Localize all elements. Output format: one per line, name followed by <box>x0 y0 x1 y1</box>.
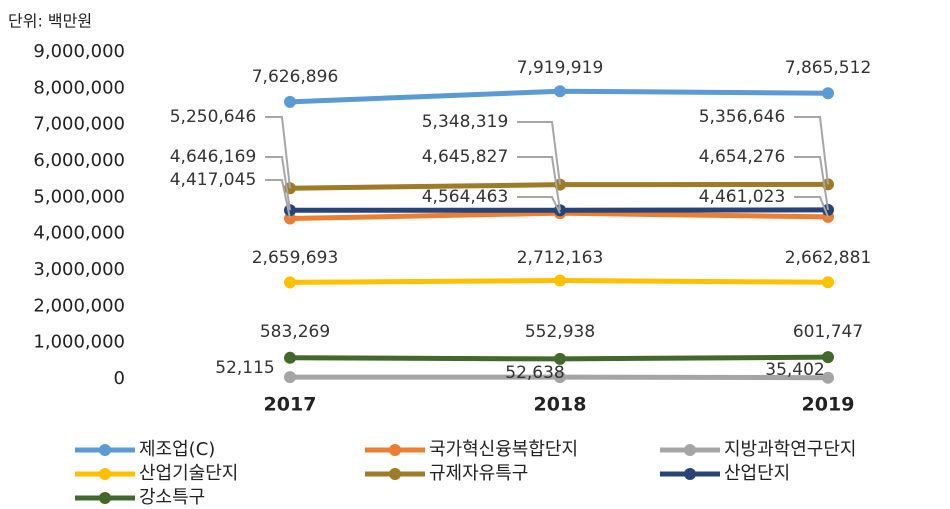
x-tick-label: 2019 <box>802 394 855 416</box>
data-label: 7,626,896 <box>252 67 339 87</box>
y-tick-label: 7,000,000 <box>33 114 125 135</box>
leader-line <box>794 196 829 218</box>
leader-line <box>265 116 291 189</box>
data-label: 5,348,319 <box>422 112 509 132</box>
point-marker <box>284 276 296 289</box>
legend-label: 제조업(C) <box>139 439 215 460</box>
legend-marker <box>684 444 696 456</box>
point-marker <box>822 87 834 100</box>
leader-line <box>794 116 829 185</box>
y-tick-label: 6,000,000 <box>33 150 125 171</box>
y-tick-label: 1,000,000 <box>33 332 125 353</box>
legend-label: 국가혁신융복합단지 <box>429 439 578 460</box>
data-label: 4,461,023 <box>699 187 786 207</box>
legend-marker <box>99 444 111 456</box>
point-marker <box>554 274 566 287</box>
data-label: 4,645,827 <box>422 147 509 167</box>
point-marker <box>822 276 834 289</box>
data-label: 4,646,169 <box>170 147 257 167</box>
data-label: 52,115 <box>215 358 274 378</box>
data-label: 2,712,163 <box>517 248 604 268</box>
leader-line <box>517 121 561 185</box>
x-tick-label: 2017 <box>264 394 317 416</box>
data-label: 552,938 <box>525 322 595 342</box>
y-tick-label: 9,000,000 <box>33 41 125 62</box>
leader-line <box>517 156 561 211</box>
legend-marker <box>99 492 111 504</box>
point-marker <box>554 352 566 365</box>
data-label: 4,654,276 <box>699 147 786 167</box>
y-tick-label: 0 <box>114 368 125 389</box>
data-label: 2,662,881 <box>785 248 872 268</box>
y-tick-label: 8,000,000 <box>33 77 125 98</box>
point-marker <box>554 85 566 98</box>
leader-line <box>794 156 829 211</box>
data-label: 4,564,463 <box>422 187 509 207</box>
data-label: 583,269 <box>260 322 330 342</box>
x-tick-label: 2018 <box>534 394 587 416</box>
data-label: 601,747 <box>793 322 863 342</box>
point-marker <box>822 371 834 384</box>
legend-label: 규제자유특구 <box>429 463 528 484</box>
leader-line <box>517 196 561 214</box>
y-tick-label: 2,000,000 <box>33 295 125 316</box>
legend-label: 산업기술단지 <box>139 463 238 484</box>
legend-marker <box>99 468 111 480</box>
y-tick-label: 5,000,000 <box>33 186 125 207</box>
legend-marker <box>684 468 696 480</box>
leader-line <box>265 179 291 219</box>
point-marker <box>284 95 296 108</box>
y-tick-label: 3,000,000 <box>33 259 125 280</box>
legend-label: 지방과학연구단지 <box>724 439 856 460</box>
legend-label: 강소특구 <box>139 487 205 508</box>
data-label: 2,659,693 <box>252 248 339 268</box>
point-marker <box>822 351 834 364</box>
unit-label: 단위: 백만원 <box>8 12 92 31</box>
point-marker <box>554 371 566 384</box>
data-label: 35,402 <box>765 360 824 380</box>
data-label: 4,417,045 <box>170 170 257 190</box>
y-tick-label: 4,000,000 <box>33 223 125 244</box>
point-marker <box>284 351 296 364</box>
legend-marker <box>389 444 401 456</box>
point-marker <box>284 371 296 384</box>
legend-marker <box>389 468 401 480</box>
legend-label: 산업단지 <box>724 463 790 484</box>
data-label: 5,356,646 <box>699 107 786 127</box>
data-label: 7,865,512 <box>785 58 872 78</box>
leader-line <box>265 156 291 211</box>
data-label: 52,638 <box>505 363 564 383</box>
data-label: 7,919,919 <box>517 58 604 78</box>
data-label: 5,250,646 <box>170 107 257 127</box>
